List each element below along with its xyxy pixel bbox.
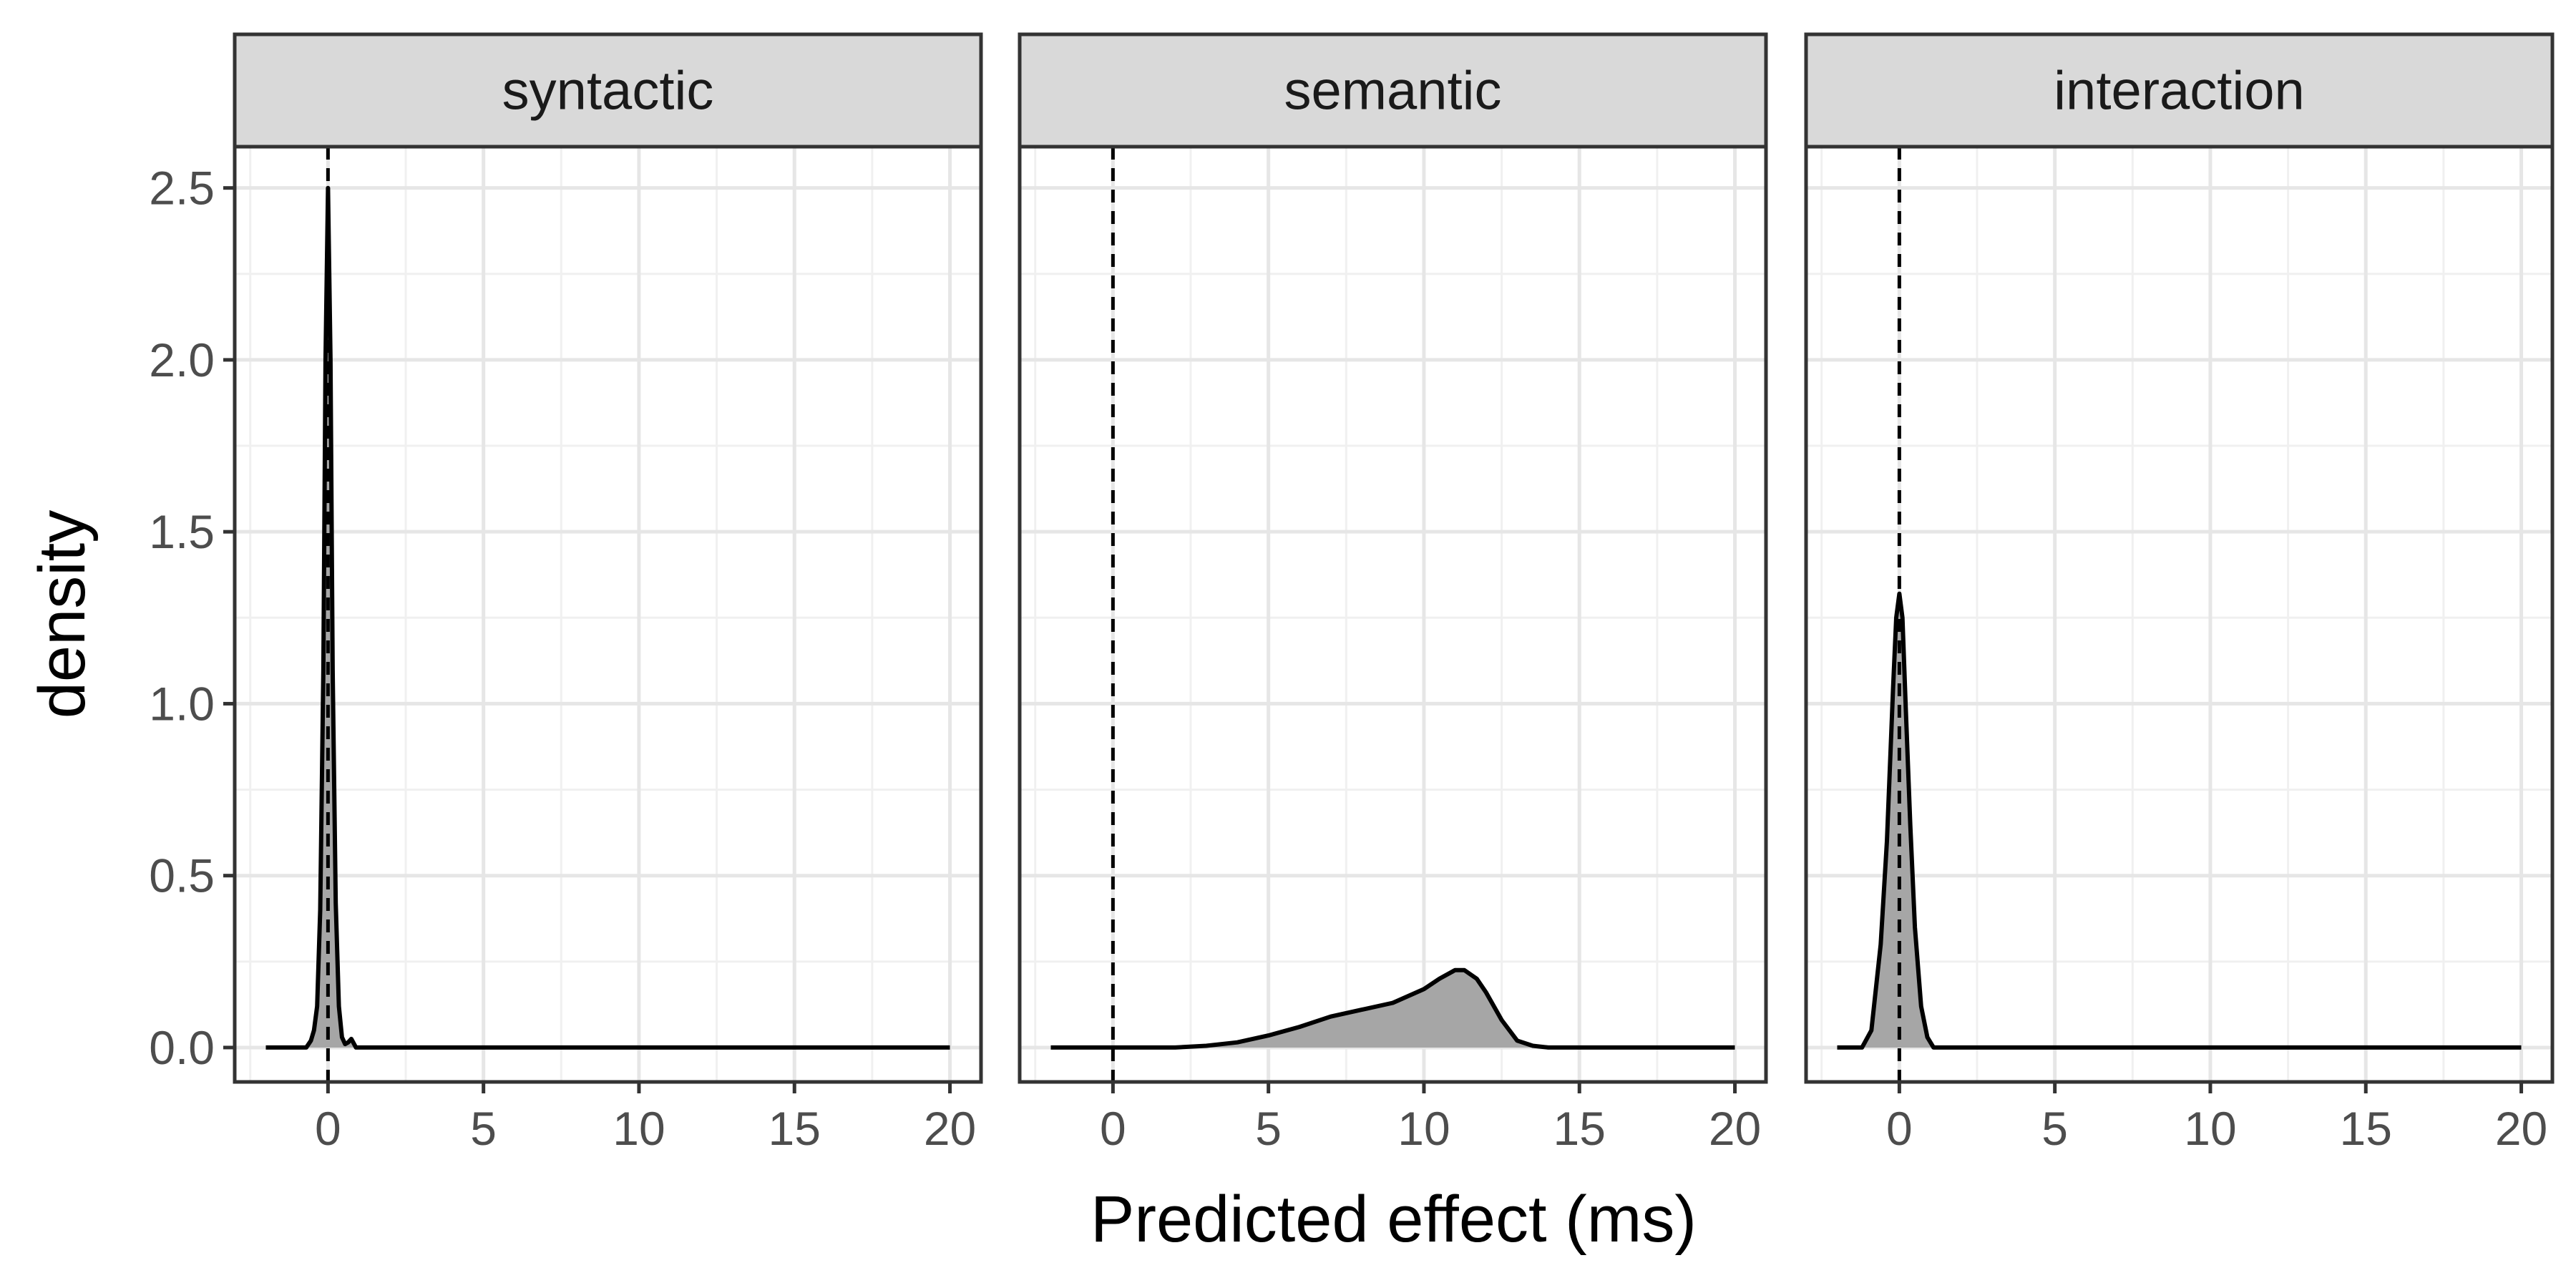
plot-background: [235, 147, 981, 1082]
x-tick-label: 10: [2184, 1102, 2236, 1155]
x-tick-label: 15: [1553, 1102, 1606, 1155]
plot-background: [1806, 147, 2552, 1082]
x-tick-label: 20: [2495, 1102, 2547, 1155]
x-tick-label: 0: [1100, 1102, 1126, 1155]
panel-border: [1804, 145, 2555, 1084]
y-tick-label: 2.5: [149, 162, 215, 215]
strip-label: syntactic: [502, 61, 714, 122]
panel-border: [1018, 145, 1768, 1084]
y-tick-label: 1.5: [149, 505, 215, 558]
plot-background: [1020, 147, 1766, 1082]
x-tick-label: 10: [613, 1102, 665, 1155]
strip-box: [233, 32, 983, 149]
density-line: [1050, 967, 1735, 1050]
y-tick-label: 2.0: [149, 333, 215, 386]
density-area: [1837, 593, 2522, 1048]
strip-label: interaction: [2054, 61, 2305, 122]
density-line: [265, 185, 950, 1050]
x-tick-label: 15: [2340, 1102, 2392, 1155]
y-tick-label: 0.0: [149, 1021, 215, 1074]
x-tick-label: 0: [1886, 1102, 1913, 1155]
x-axis-title: Predicted effect (ms): [1091, 1183, 1697, 1256]
y-tick-label: 0.5: [149, 849, 215, 902]
y-axis-title: density: [26, 510, 99, 719]
x-tick-label: 5: [2041, 1102, 2068, 1155]
x-tick-label: 15: [769, 1102, 821, 1155]
x-tick-label: 20: [1709, 1102, 1761, 1155]
panel-border: [233, 145, 983, 1084]
density-area: [1050, 970, 1735, 1048]
y-tick-label: 1.0: [149, 677, 215, 730]
panel-syntactic: syntactic 0 5 10 15 20 0.0 0.5 1.0 1.5 2.0 2.5: [149, 32, 983, 1155]
x-tick-label: 20: [924, 1102, 976, 1155]
density-area: [265, 187, 950, 1048]
x-tick-label: 10: [1397, 1102, 1450, 1155]
x-tick-label: 0: [315, 1102, 341, 1155]
panel-interaction: interaction 0 5 10 15 20: [1804, 32, 2555, 1155]
x-tick-label: 5: [470, 1102, 497, 1155]
strip-label: semantic: [1284, 61, 1501, 122]
x-tick-label: 5: [1255, 1102, 1282, 1155]
strip-box: [1804, 32, 2555, 149]
strip-box: [1018, 32, 1768, 149]
panel-semantic: semantic 0 5 10 15 20: [1018, 32, 1768, 1155]
